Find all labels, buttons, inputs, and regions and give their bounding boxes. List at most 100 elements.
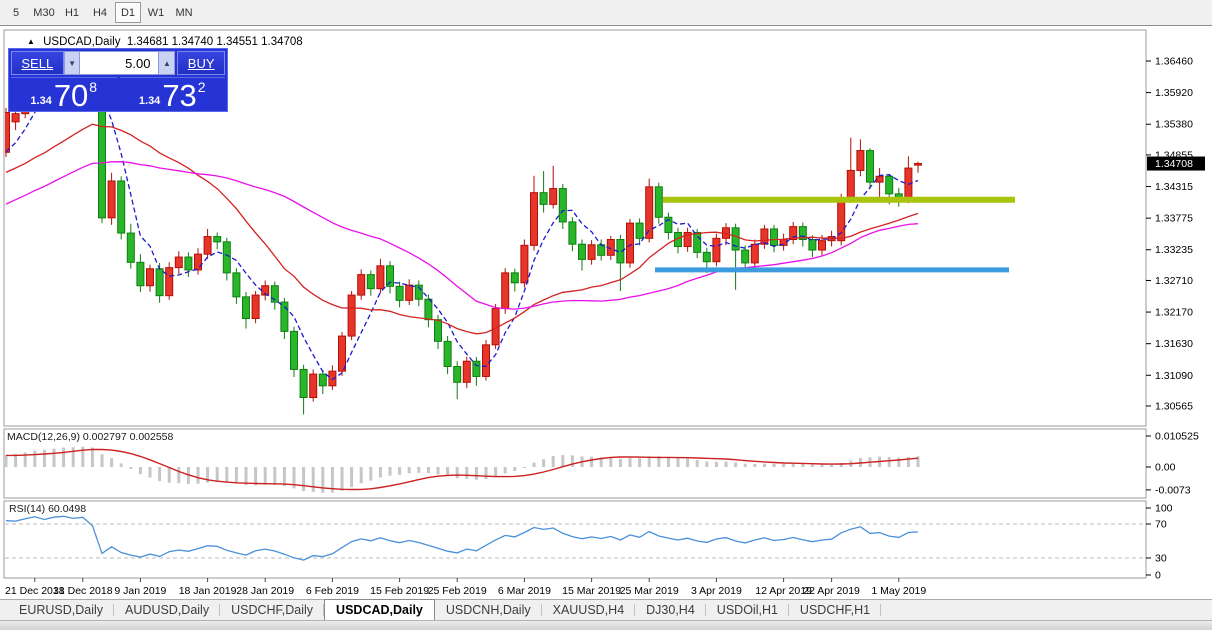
candle-body (770, 228, 778, 246)
macd-histogram-bar (62, 447, 66, 467)
macd-histogram-bar (436, 467, 440, 475)
candle-body (146, 268, 154, 287)
macd-histogram-bar (791, 463, 795, 467)
macd-histogram-bar (215, 467, 219, 482)
macd-histogram-bar (378, 467, 382, 478)
volume-input[interactable] (80, 51, 159, 75)
macd-axis-label: 0.00 (1155, 462, 1176, 474)
timeframe-button-5[interactable]: 5 (12, 6, 20, 19)
ask-price-major: 1.34 (138, 95, 161, 107)
macd-histogram-bar (148, 467, 152, 478)
candle-body (270, 285, 279, 303)
date-axis-label: 18 Jan 2019 (179, 585, 237, 597)
macd-indicator-label: MACD(12,26,9) 0.002797 0.002558 (7, 431, 174, 443)
macd-histogram-bar (206, 467, 210, 483)
symbol-tab-xauusd-h4[interactable]: XAUUSD,H4 (542, 600, 636, 620)
candle-body (501, 272, 510, 310)
triangle-up-icon: ▲ (162, 58, 171, 68)
date-axis-label: 21 Dec 2018 (5, 585, 65, 597)
candle-body (510, 272, 519, 284)
macd-histogram-bar (330, 467, 334, 493)
volume-decrease-button[interactable]: ▼ (63, 51, 81, 75)
ask-price-display[interactable]: 1.34 73 2 (119, 77, 225, 111)
current-price-label: 1.34708 (1155, 158, 1193, 170)
macd-histogram-bar (820, 464, 824, 467)
candle-body (597, 244, 606, 256)
candle-body (232, 272, 241, 298)
candle-body (750, 243, 759, 264)
price-axis-label: 1.33775 (1155, 213, 1193, 225)
macd-histogram-bar (647, 456, 651, 467)
price-axis-label: 1.35920 (1155, 87, 1193, 99)
macd-histogram-bar (33, 450, 37, 467)
timeframe-button-mn[interactable]: MN (175, 6, 193, 19)
symbol-tab-eurusd-daily[interactable]: EURUSD,Daily (8, 600, 115, 620)
macd-histogram-bar (5, 454, 8, 467)
macd-histogram-bar (810, 464, 814, 467)
macd-histogram-bar (494, 467, 498, 477)
sell-button[interactable]: SELL (11, 51, 64, 75)
chart-ohlc-values: 1.34681 1.34740 1.34551 1.34708 (126, 36, 303, 48)
macd-histogram-bar (734, 462, 738, 467)
rsi-axis-label: 100 (1155, 503, 1173, 515)
candle-body (702, 251, 711, 263)
candle-body (683, 231, 692, 248)
chart-symbol-label: USDCAD,Daily (43, 36, 121, 48)
macd-histogram-bar (388, 467, 392, 476)
candle-body (578, 243, 586, 260)
timeframe-button-h1[interactable]: H1 (64, 6, 80, 19)
macd-histogram-bar (90, 447, 94, 467)
macd-histogram-bar (273, 467, 277, 485)
bid-price-display[interactable]: 1.34 70 8 (11, 77, 117, 111)
symbol-tab-usdchf-daily[interactable]: USDCHF,Daily (220, 600, 324, 620)
symbol-tab-dj30-h4[interactable]: DJ30,H4 (635, 600, 706, 620)
macd-histogram-bar (714, 461, 718, 467)
candle-body (328, 370, 337, 387)
date-axis-label: 31 Dec 2018 (53, 585, 113, 597)
macd-histogram-bar (81, 446, 85, 467)
macd-histogram-bar (321, 467, 325, 493)
chart-canvas[interactable]: 1.364601.359201.353801.348551.343151.337… (0, 26, 1212, 600)
macd-histogram-bar (599, 457, 603, 467)
candle-body (395, 285, 404, 301)
timeframe-button-w1[interactable]: W1 (147, 6, 165, 19)
macd-histogram-bar (446, 467, 450, 477)
candle-body (482, 344, 490, 377)
candle-body (347, 294, 356, 337)
macd-histogram-bar (676, 458, 680, 467)
macd-histogram-bar (455, 467, 459, 479)
candle-body (818, 240, 826, 251)
macd-histogram-bar (282, 467, 286, 487)
macd-layer (5, 446, 920, 493)
date-axis-label: 28 Jan 2019 (236, 585, 294, 597)
macd-histogram-bar (522, 467, 526, 468)
volume-increase-button[interactable]: ▲ (158, 51, 176, 75)
macd-histogram-bar (465, 467, 469, 479)
macd-histogram-bar (772, 463, 776, 467)
symbol-tab-usdoil-h1[interactable]: USDOil,H1 (706, 600, 790, 620)
timeframe-button-m30[interactable]: M30 (33, 6, 55, 19)
symbol-tab-usdcnh-daily[interactable]: USDCNH,Daily (435, 600, 542, 620)
date-axis-label: 6 Feb 2019 (306, 585, 359, 597)
timeframe-button-h4[interactable]: H4 (92, 6, 108, 19)
macd-histogram-bar (369, 467, 373, 481)
candle-body (290, 330, 298, 370)
symbol-tab-usdcad-daily[interactable]: USDCAD,Daily (324, 599, 435, 620)
date-axis-label: 25 Feb 2019 (428, 585, 487, 597)
date-axis-label: 12 Apr 2019 (755, 585, 812, 597)
price-axis-label: 1.32170 (1155, 307, 1193, 319)
candle-body (242, 296, 250, 320)
macd-histogram-bar (618, 458, 622, 467)
date-axis-label: 22 Apr 2019 (803, 585, 860, 597)
timeframe-button-d1[interactable]: D1 (115, 2, 141, 23)
candle-body (309, 373, 318, 399)
buy-button[interactable]: BUY (177, 51, 225, 75)
macd-histogram-bar (244, 467, 248, 486)
macd-histogram-bar (42, 449, 46, 467)
candle-body (741, 249, 750, 264)
symbol-tab-audusd-daily[interactable]: AUDUSD,Daily (114, 600, 221, 620)
macd-axis-label: -0.0073 (1155, 484, 1191, 496)
macd-histogram-bar (302, 467, 306, 492)
candle-body (357, 274, 366, 296)
symbol-tab-usdchf-h1[interactable]: USDCHF,H1 (789, 600, 882, 620)
